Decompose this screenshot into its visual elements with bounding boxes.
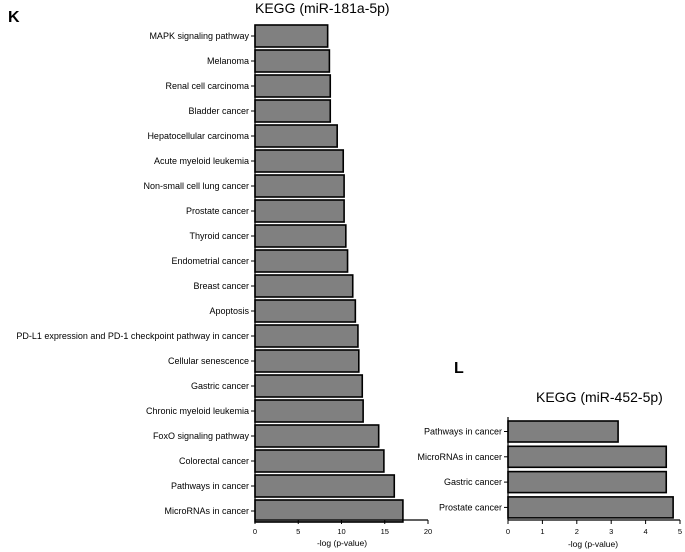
bar-k-3 (254, 99, 332, 123)
x-tick-label-l-4: 4 (644, 527, 648, 536)
x-tick-label-k-4: 20 (424, 527, 432, 536)
bar-l-1 (507, 445, 668, 469)
panel-label-l: L (454, 360, 464, 377)
bar-k-19 (254, 499, 404, 523)
category-label-k-14: Gastric cancer (191, 381, 249, 391)
category-label-k-1: Melanoma (207, 56, 249, 66)
chart-kegg-mir-452-5p: L KEGG (miR-452-5p) Pathways in cancer Mi… (417, 360, 682, 549)
bar-k-5 (254, 149, 345, 173)
bar-k-16 (254, 424, 380, 448)
bar-k-11 (254, 299, 357, 323)
category-label-k-5: Acute myeloid leukemia (154, 156, 249, 166)
bar-l-3 (507, 496, 674, 519)
bar-l-2 (507, 470, 668, 494)
category-label-k-18: Pathways in cancer (171, 481, 249, 491)
bar-l-0 (507, 420, 619, 443)
category-label-k-10: Breast cancer (193, 281, 249, 291)
x-tick-label-l-5: 5 (678, 527, 682, 536)
bar-k-4 (254, 124, 338, 148)
chart-title-l: KEGG (miR-452-5p) (536, 389, 663, 405)
bar-k-1 (254, 49, 331, 73)
category-label-k-0: MAPK signaling pathway (149, 31, 249, 41)
category-label-k-3: Bladder cancer (188, 106, 249, 116)
x-tick-label-l-2: 2 (575, 527, 579, 536)
category-label-k-9: Endometrial cancer (171, 256, 249, 266)
category-label-k-8: Thyroid cancer (189, 231, 249, 241)
category-label-k-15: Chronic myeloid leukemia (146, 406, 249, 416)
x-tick-label-k-0: 0 (253, 527, 257, 536)
x-tick-label-k-2: 10 (337, 527, 345, 536)
panel-label-k: K (8, 9, 20, 26)
category-label-l-1: MicroRNAs in cancer (417, 452, 502, 462)
category-label-l-0: Pathways in cancer (424, 427, 502, 437)
category-label-k-17: Colorectal cancer (179, 456, 249, 466)
bar-k-9 (254, 249, 349, 273)
bars-k (254, 24, 404, 523)
bar-k-14 (254, 374, 364, 398)
x-axis-title-l: -log (p-value) (568, 539, 618, 549)
axes-l: 0 1 2 3 4 5 (504, 417, 682, 536)
bar-k-12 (254, 324, 359, 348)
chart-title-k: KEGG (miR-181a-5p) (255, 0, 390, 16)
category-label-k-12: PD-L1 expression and PD-1 checkpoint pat… (16, 331, 249, 341)
category-label-l-2: Gastric cancer (444, 477, 502, 487)
bar-k-6 (254, 174, 345, 198)
x-axis-title-k: -log (p-value) (317, 538, 367, 548)
category-label-k-6: Non-small cell lung cancer (143, 181, 249, 191)
axes-k: 0 5 10 15 20 (251, 25, 432, 536)
x-tick-label-k-3: 15 (381, 527, 389, 536)
bar-k-2 (254, 74, 332, 98)
category-label-k-16: FoxO signaling pathway (153, 431, 250, 441)
bar-k-17 (254, 449, 385, 473)
category-label-k-11: Apoptosis (209, 306, 249, 316)
bar-k-7 (254, 199, 345, 223)
category-label-k-2: Renal cell carcinoma (165, 81, 249, 91)
bars-l (507, 420, 674, 519)
bar-k-18 (254, 474, 396, 498)
chart-kegg-mir-181a-5p: K KEGG (miR-181a-5p) MAPK signaling path… (8, 0, 432, 548)
x-tick-label-l-0: 0 (506, 527, 510, 536)
category-label-l-3: Prostate cancer (439, 502, 502, 512)
bar-k-8 (254, 224, 347, 248)
bar-k-10 (254, 274, 354, 298)
category-labels-l: Pathways in cancer MicroRNAs in cancer Gas… (417, 427, 502, 513)
x-tick-label-l-3: 3 (609, 527, 613, 536)
x-tick-label-l-1: 1 (540, 527, 544, 536)
category-label-k-13: Cellular senescence (168, 356, 249, 366)
x-tick-label-k-1: 5 (296, 527, 300, 536)
category-label-k-19: MicroRNAs in cancer (164, 506, 249, 516)
category-label-k-4: Hepatocellular carcinoma (147, 131, 249, 141)
bar-k-15 (254, 399, 364, 423)
category-labels-k: MAPK signaling pathway Melanoma Renal cell… (16, 31, 249, 516)
bar-k-0 (254, 24, 329, 48)
bar-k-13 (254, 349, 360, 373)
category-label-k-7: Prostate cancer (186, 206, 249, 216)
